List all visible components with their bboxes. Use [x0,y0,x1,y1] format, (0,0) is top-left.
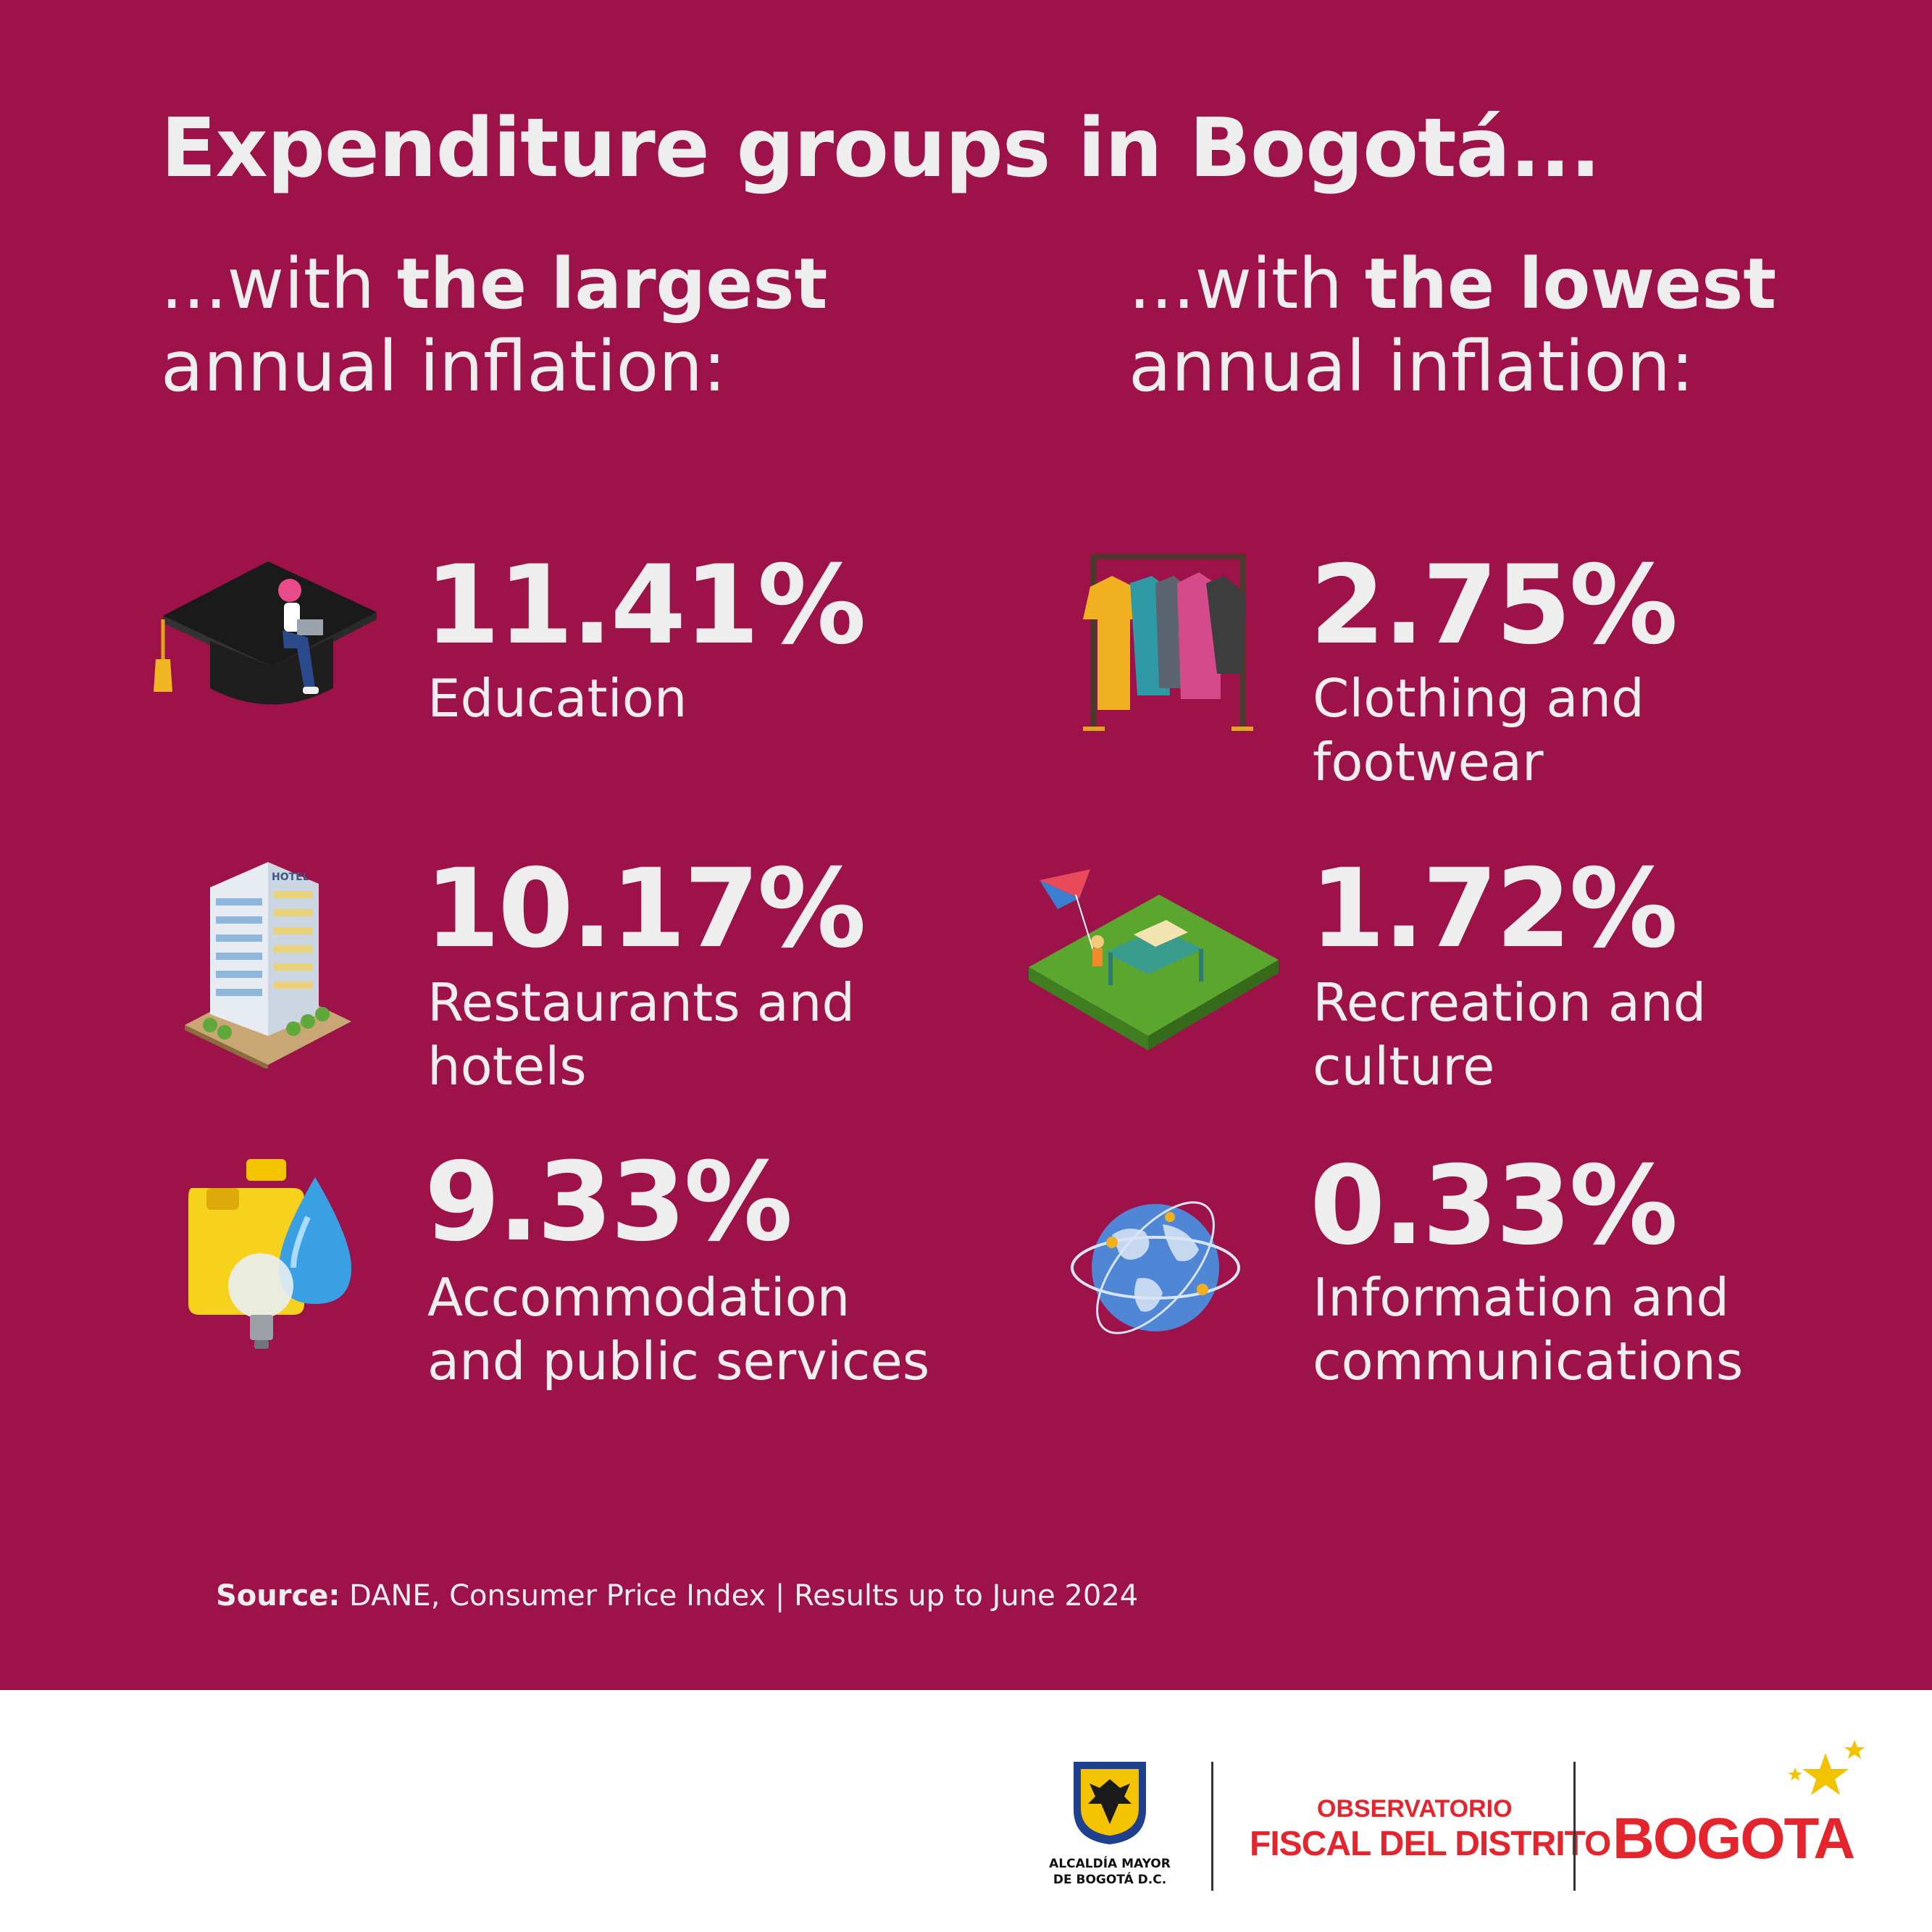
recreation-value: 1.72% [1310,846,1678,972]
lowest-heading: ...with the lowest annual inflation: [1129,243,1776,408]
clothing-label: Clothing and footwear [1313,666,1644,794]
park-picnic-kite-icon [1029,869,1279,1050]
alcaldia-text: ALCALDÍA MAYOR DE BOGOTÁ D.C. [1043,1856,1176,1888]
clothing-label-line1: Clothing and [1313,668,1644,729]
information-label-line1: Information and [1313,1267,1730,1328]
restaurants-hotels-label: Restaurants and hotels [427,971,855,1098]
clothing-rack-icon [1083,554,1253,732]
restaurants-hotels-value: 10.17% [425,846,866,972]
footer-divider-2 [1573,1762,1576,1891]
information-label-line2: communications [1313,1331,1744,1392]
recreation-label-line2: culture [1313,1036,1495,1097]
largest-heading-line2: annual inflation: [161,326,727,407]
education-value: 11.41% [425,543,866,669]
accommodation-label-line1: Accommodation [427,1267,850,1328]
observatorio-line1: OBSERVATORIO [1317,1795,1513,1823]
recreation-label-line1: Recreation and [1313,972,1707,1033]
utilities-gas-water-light-icon [188,1159,351,1349]
largest-heading: ...with the largest annual inflation: [161,243,827,408]
largest-heading-prefix: ...with [161,243,397,325]
observatorio-line2: FISCAL DEL DISTRITO [1250,1825,1611,1863]
bogota-logo: BOGOTA [1613,1806,1855,1870]
hotel-building-icon: HOTEL [185,862,351,1069]
lowest-heading-bold: the lowest [1364,243,1777,325]
recreation-label: Recreation and culture [1313,971,1706,1098]
education-label: Education [427,666,687,730]
restaurants-hotels-label-line2: hotels [427,1036,587,1097]
accommodation-value: 9.33% [425,1139,793,1266]
clothing-label-line2: footwear [1313,732,1544,793]
alcaldia-line2: DE BOGOTÁ D.C. [1053,1873,1167,1887]
bogota-stars-icon [1788,1740,1865,1795]
information-label: Information and communications [1313,1266,1743,1393]
largest-heading-bold: the largest [396,243,828,325]
information-value: 0.33% [1310,1143,1678,1269]
education-label-line1: Education [427,668,687,729]
page-title: Expenditure groups in Bogotá... [161,101,1601,196]
svg-text:HOTEL: HOTEL [272,871,309,883]
alcaldia-coat-of-arms-icon [1074,1762,1146,1844]
source-text: DANE, Consumer Price Index | Results up … [340,1579,1139,1613]
source-label: Source: [216,1579,340,1613]
globe-network-icon [1071,1201,1240,1334]
lowest-heading-prefix: ...with [1129,243,1365,325]
footer-divider-1 [1211,1762,1213,1891]
main-panel: Expenditure groups in Bogotá... ...with … [0,0,1932,1690]
clothing-value: 2.75% [1310,543,1678,669]
source-note: Source: DANE, Consumer Price Index | Res… [216,1579,1138,1613]
restaurants-hotels-label-line1: Restaurants and [427,972,856,1033]
accommodation-label-line2: and public services [427,1331,930,1392]
lowest-heading-line2: annual inflation: [1129,326,1694,407]
graduation-cap-student-icon [154,561,377,705]
alcaldia-line1: ALCALDÍA MAYOR [1049,1857,1171,1871]
accommodation-label: Accommodation and public services [427,1266,929,1393]
